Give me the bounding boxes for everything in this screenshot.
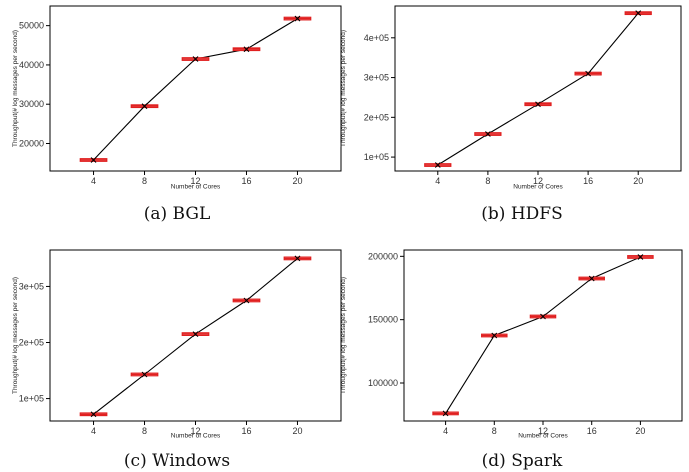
x-axis-label: Number of Cores [171, 184, 221, 191]
plot-frame [395, 6, 681, 171]
x-tick-label: 8 [485, 176, 490, 186]
y-tick-label: 50000 [19, 21, 44, 31]
x-tick-label: 8 [142, 426, 147, 436]
x-tick-label: 20 [635, 426, 645, 436]
y-tick-label: 1e+05 [19, 394, 44, 404]
x-tick-label: 16 [241, 426, 251, 436]
plot-frame [50, 6, 341, 171]
y-tick-label: 3e+05 [19, 281, 44, 291]
x-tick-label: 16 [583, 176, 593, 186]
y-tick-label: 200000 [368, 251, 398, 261]
y-tick-label: 40000 [19, 60, 44, 70]
x-tick-label: 4 [91, 176, 96, 186]
y-tick-label: 30000 [19, 99, 44, 109]
panel-caption: (a) BGL [144, 204, 210, 224]
series-line [446, 257, 641, 413]
x-tick-label: 4 [443, 426, 448, 436]
panel-caption: (d) Spark [482, 451, 563, 471]
x-tick-label: 4 [91, 426, 96, 436]
y-tick-label: 20000 [19, 139, 44, 149]
series-line [438, 13, 638, 165]
x-axis-label: Number of Cores [518, 433, 568, 440]
y-axis-label: Throughput(# log messages per second) [340, 30, 347, 147]
x-axis-label: Number of Cores [171, 433, 221, 440]
y-tick-label: 2e+05 [19, 338, 44, 348]
y-axis-label: Throughput(# log messages per second) [12, 30, 19, 147]
x-tick-label: 20 [292, 176, 302, 186]
x-tick-label: 16 [241, 176, 251, 186]
y-tick-label: 150000 [368, 315, 398, 325]
plot-frame [404, 250, 682, 421]
x-tick-label: 16 [587, 426, 597, 436]
y-axis-label: Throughput(# log messages per second) [340, 277, 347, 394]
series-line [94, 19, 298, 160]
y-tick-label: 4e+05 [364, 33, 389, 43]
x-tick-label: 4 [435, 176, 440, 186]
x-tick-label: 8 [492, 426, 497, 436]
x-tick-label: 20 [292, 426, 302, 436]
y-tick-label: 2e+05 [364, 112, 389, 122]
panel-caption: (c) Windows [124, 451, 230, 471]
x-tick-label: 8 [142, 176, 147, 186]
series-line [94, 258, 298, 414]
y-tick-label: 100000 [368, 378, 398, 388]
y-tick-label: 3e+05 [364, 73, 389, 83]
x-tick-label: 20 [633, 176, 643, 186]
panel-caption: (b) HDFS [481, 204, 562, 224]
y-axis-label: Throughput(# log messages per second) [12, 277, 19, 394]
x-axis-label: Number of Cores [513, 184, 563, 191]
y-tick-label: 1e+05 [364, 152, 389, 162]
